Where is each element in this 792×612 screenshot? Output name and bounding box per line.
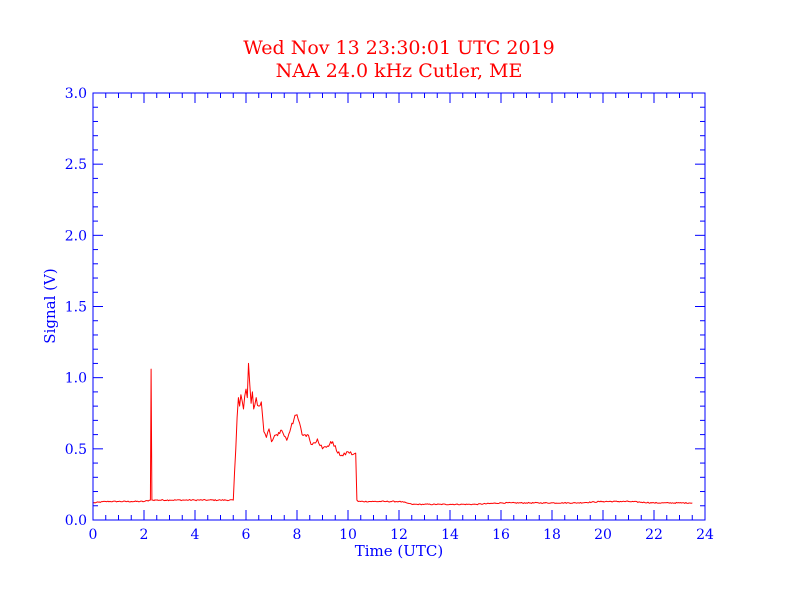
x-tick-label: 6 [242, 527, 251, 543]
x-tick-label: 22 [645, 527, 663, 543]
x-axis-label: Time (UTC) [355, 542, 444, 560]
x-tick-label: 10 [339, 527, 357, 543]
x-tick-label: 0 [89, 527, 98, 543]
y-tick-label: 1.0 [65, 371, 87, 387]
x-tick-label: 4 [191, 527, 200, 543]
x-tick-label: 14 [441, 527, 459, 543]
x-tick-label: 24 [696, 527, 714, 543]
series-group [92, 362, 693, 506]
y-tick-label: 1.5 [65, 300, 87, 316]
x-tick-label: 8 [293, 527, 302, 543]
chart-subtitle: NAA 24.0 kHz Cutler, ME [276, 60, 523, 82]
x-tick-label: 2 [140, 527, 149, 543]
y-tick-label: 2.0 [65, 228, 87, 244]
tick-labels: 0 2 4 6 8 10 12 14 16 18 20 22 240.00.51.01.52.02.53… [65, 86, 714, 543]
x-tick-label: 12 [390, 527, 408, 543]
x-tick-label: 16 [492, 527, 510, 543]
x-tick-label: 18 [543, 527, 561, 543]
y-tick-label: 0.5 [65, 442, 87, 458]
y-tick-label: 0.0 [65, 513, 87, 529]
y-tick-label: 3.0 [65, 86, 87, 102]
y-tick-label: 2.5 [65, 157, 87, 173]
chart-title: Wed Nov 13 23:30:01 UTC 2019 [243, 37, 554, 59]
axis-ticks [92, 92, 706, 521]
plot-frame [92, 92, 706, 521]
x-tick-label: 20 [594, 527, 612, 543]
signal-series-line [92, 362, 693, 506]
y-axis-label: Signal (V) [41, 268, 59, 343]
